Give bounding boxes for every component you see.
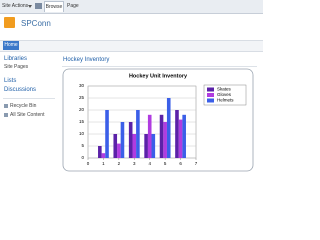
nav-heading[interactable]: Libraries <box>4 56 28 62</box>
home-tab[interactable]: Home <box>3 41 19 50</box>
x-tick-label: 5 <box>164 161 167 166</box>
bar <box>182 114 186 158</box>
ribbon <box>0 0 263 14</box>
bar <box>144 134 148 158</box>
content-icon <box>4 113 8 117</box>
site-title[interactable]: SPConn <box>21 19 51 28</box>
nav-separator <box>3 98 55 99</box>
site-logo[interactable] <box>4 17 15 28</box>
bar <box>136 110 140 158</box>
legend-box <box>203 84 247 106</box>
chart: Hockey Unit Inventory 0 5 10 15 20 25 30 0 1 2 3 4 5… <box>62 68 254 172</box>
web-part-title[interactable]: Hockey Inventory <box>63 57 110 63</box>
bar <box>175 110 179 158</box>
bar <box>147 114 152 158</box>
bar <box>151 134 156 158</box>
bar <box>120 122 125 158</box>
legend-label: Gloves <box>217 92 232 97</box>
legend-label: Helmets <box>217 98 234 103</box>
chart-title: Hockey Unit Inventory <box>129 73 188 79</box>
y-tick-label: 15 <box>79 119 85 124</box>
page-tab[interactable]: Page <box>67 3 79 9</box>
bar <box>117 143 121 158</box>
edit-icon[interactable] <box>35 3 42 9</box>
y-tick-label: 20 <box>79 107 85 112</box>
bar <box>132 134 137 158</box>
bar <box>159 114 164 158</box>
bar <box>113 134 118 158</box>
bar <box>98 146 102 158</box>
nav-heading[interactable]: Lists <box>4 78 17 84</box>
nav-link[interactable]: All Site Content <box>10 112 45 118</box>
web-part-rule <box>62 66 257 67</box>
x-tick-label: 3 <box>133 161 136 166</box>
x-tick-label: 6 <box>179 161 182 166</box>
site-actions[interactable]: Site Actions <box>2 3 29 9</box>
y-tick-label: 10 <box>79 131 85 136</box>
y-tick-label: 0 <box>81 155 84 160</box>
x-tick-label: 7 <box>195 161 198 166</box>
legend-swatch <box>207 98 214 103</box>
x-tick-label: 1 <box>102 161 105 166</box>
top-nav <box>0 40 263 52</box>
site-header <box>0 14 263 39</box>
bar <box>178 119 183 158</box>
dropdown-arrow <box>28 5 32 8</box>
bar <box>128 122 133 158</box>
bar <box>166 98 171 158</box>
y-tick-label: 25 <box>79 95 85 100</box>
y-tick-label: 5 <box>81 143 84 148</box>
browse-tab[interactable]: Browse <box>44 1 64 12</box>
nav-link[interactable]: Recycle Bin <box>10 103 37 109</box>
legend-swatch <box>207 93 214 97</box>
y-tick-label: 30 <box>79 83 85 88</box>
bar <box>105 110 109 158</box>
x-tick-label: 2 <box>118 161 121 166</box>
nav-heading[interactable]: Discussions <box>4 87 37 93</box>
legend-swatch <box>207 87 214 92</box>
bar <box>163 122 167 158</box>
x-tick-label: 0 <box>87 161 90 166</box>
legend-label: Skates <box>217 87 232 92</box>
nav-link[interactable]: Site Pages <box>4 64 29 70</box>
bar <box>101 153 106 158</box>
x-tick-label: 4 <box>148 161 151 166</box>
recycle-icon <box>4 104 8 108</box>
page: Site Actions Browse Page SPConn Home Lib… <box>0 0 263 172</box>
